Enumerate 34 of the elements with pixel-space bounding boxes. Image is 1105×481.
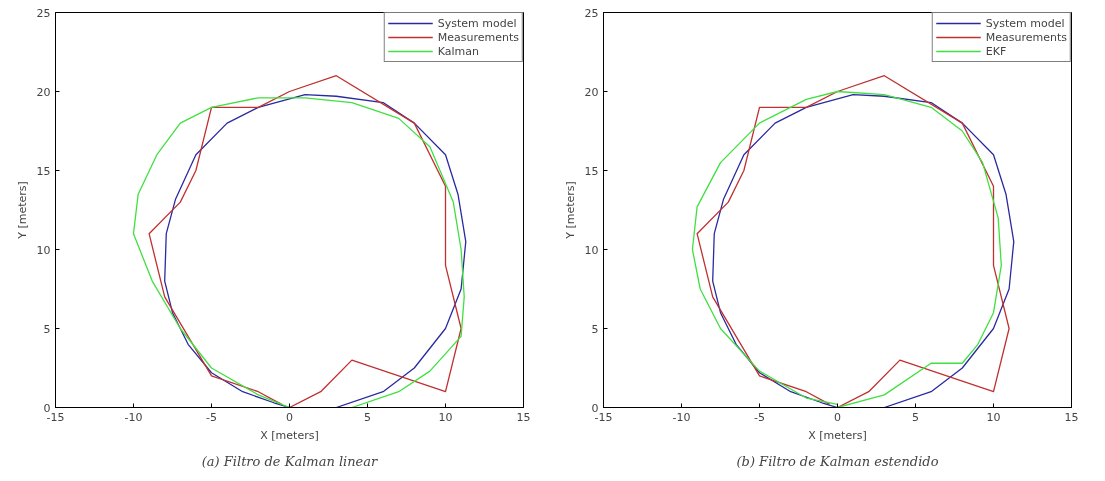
x-tick-label: 15	[1064, 410, 1079, 424]
y-tick-label: 15	[584, 164, 599, 178]
y-tick-label: 5	[591, 322, 599, 336]
x-tick-label: -5	[206, 410, 217, 424]
x-axis-title: X [meters]	[808, 428, 867, 442]
y-tick-label: 10	[36, 243, 51, 257]
x-tick-label: 0	[286, 410, 293, 424]
x-tick-label: -10	[124, 410, 143, 424]
y-tick-label: 20	[36, 85, 51, 99]
y-axis-title: Y [meters]	[563, 181, 577, 240]
x-tick-label: -5	[754, 410, 765, 424]
x-axis-title: X [meters]	[260, 428, 319, 442]
y-tick-label: 5	[43, 322, 51, 336]
y-tick-label: 15	[36, 164, 51, 178]
x-tick-label: 10	[986, 410, 1001, 424]
x-tick-label: -10	[672, 410, 691, 424]
legend-label: Kalman	[437, 44, 479, 58]
y-tick-label: 25	[584, 6, 599, 20]
y-tick-label: 25	[36, 6, 51, 20]
y-tick-label: 10	[584, 243, 599, 257]
legend-label: System model	[985, 16, 1065, 30]
legend-label: EKF	[985, 44, 1007, 58]
text: (a) Filtro de Kalman linear	[201, 453, 379, 469]
y-axis-title: Y [meters]	[15, 181, 29, 240]
legend-label: Measurements	[437, 30, 519, 44]
x-tick-label: 10	[438, 410, 453, 424]
x-tick-label: 15	[516, 410, 531, 424]
x-tick-label: 5	[364, 410, 371, 424]
x-tick-label: 0	[834, 410, 841, 424]
y-tick-label: 20	[584, 85, 599, 99]
x-tick-label: 5	[912, 410, 919, 424]
text: (b) Filtro de Kalman estendido	[736, 453, 939, 469]
legend-label: System model	[437, 16, 517, 30]
legend-label: Measurements	[985, 30, 1067, 44]
